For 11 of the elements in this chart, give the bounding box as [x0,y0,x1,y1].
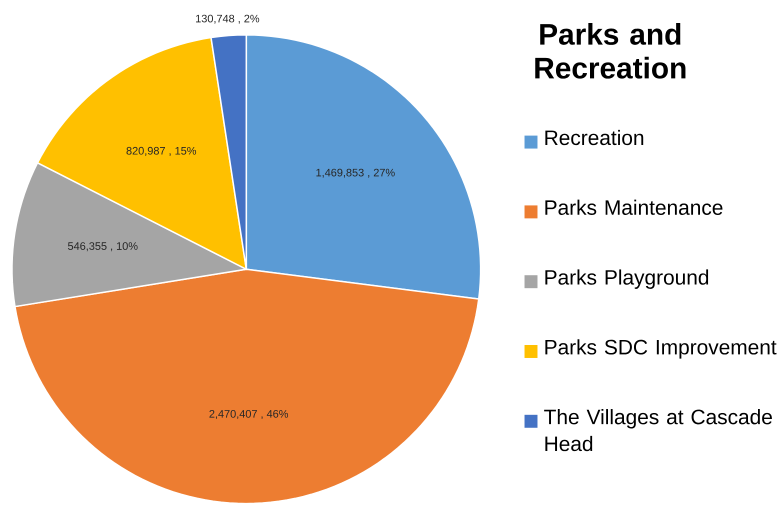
data-label: 2,470,407 , 46% [209,410,288,420]
legend-label: The Villages at Cascade Head [544,409,772,452]
data-label: 1,469,853 , 27% [316,168,395,178]
legend-label: Parks Maintenance [545,200,722,216]
data-label: 546,355 , 10% [68,242,138,252]
data-label: 820,987 , 15% [126,147,196,156]
data-label: 130,748 , 2% [196,14,260,24]
text: Parks and Recreation [535,23,686,79]
legend-label: Parks Playground [545,270,708,290]
legend-label: Recreation [545,130,644,146]
legend-label: Parks SDC Improvement [545,339,776,359]
